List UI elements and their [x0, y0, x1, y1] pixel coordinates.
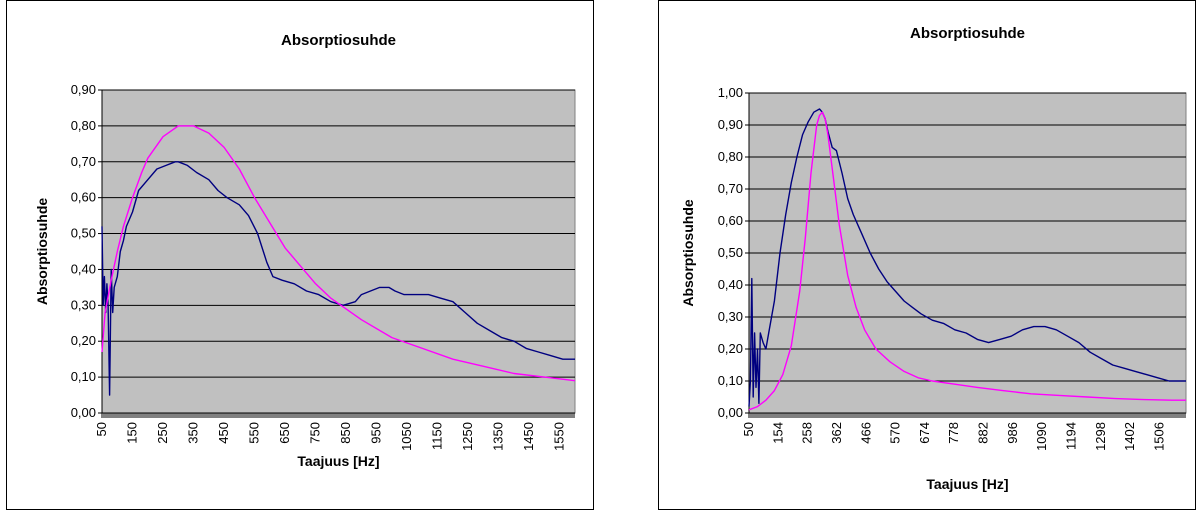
x-tick-label: 986	[1005, 422, 1020, 444]
x-tick-label: 250	[155, 422, 170, 444]
x-tick-label: 258	[800, 422, 815, 444]
x-tick-label: 154	[770, 422, 785, 444]
x-tick-label: 1090	[1034, 422, 1049, 451]
y-tick-label: 0,90	[71, 82, 96, 97]
y-tick-label: 0,40	[71, 261, 96, 276]
x-tick-label: 362	[829, 422, 844, 444]
x-tick-label: 1506	[1151, 422, 1166, 451]
plot-area	[101, 89, 576, 414]
x-tick-label: 1250	[460, 422, 475, 451]
x-tick-label: 674	[917, 422, 932, 444]
series-measured-line	[748, 108, 1186, 407]
x-tick-label: 50	[94, 422, 109, 436]
x-tick-label: 650	[277, 422, 292, 444]
y-tick-label: 0,80	[71, 118, 96, 133]
y-tick-label: 1,00	[718, 85, 743, 100]
chart-left-svg: 0,00 0,10 0,20 0,30 0,40 0,50 0,60 0,70 0,80 0,90…	[34, 32, 576, 469]
x-tick-label: 1298	[1093, 422, 1108, 451]
y-tick-label: 0,80	[718, 149, 743, 164]
x-tick-label: 1550	[552, 422, 567, 451]
y-tick-label: 0,90	[718, 117, 743, 132]
y-tick-label: 0,40	[718, 277, 743, 292]
chart-right: 0,00 0,10 0,20 0,30 0,40 0,50 0,60 0,70 0,80 0,90…	[658, 0, 1196, 510]
x-tick-label: 1150	[430, 422, 445, 450]
chart-title: Absorptiosuhde	[910, 25, 1025, 42]
x-tick-label: 350	[186, 422, 201, 444]
y-tick-label: 0,10	[71, 369, 96, 384]
y-tick-label: 0,20	[718, 341, 743, 356]
series-model-line	[748, 111, 1186, 411]
x-tick-label: 750	[308, 422, 323, 444]
x-tick-label: 778	[946, 422, 961, 444]
x-tick-label: 450	[216, 422, 231, 444]
y-tick-label: 0,30	[71, 297, 96, 312]
chart-right-svg: 0,00 0,10 0,20 0,30 0,40 0,50 0,60 0,70 0,80 0,90…	[680, 25, 1187, 492]
y-tick-label: 0,30	[718, 309, 743, 324]
x-tick-label: 550	[247, 422, 262, 444]
x-tick-label: 1050	[399, 422, 414, 451]
y-tick-label: 0,00	[718, 405, 743, 420]
x-tick-label: 1350	[491, 422, 506, 451]
x-tick-label: 850	[338, 422, 353, 444]
y-tick-label: 0,70	[718, 181, 743, 196]
y-tick-label: 0,60	[71, 190, 96, 205]
x-minor-ticks	[748, 413, 1186, 418]
series-measured-line	[101, 161, 575, 396]
series-model-line	[101, 125, 576, 382]
y-tick-label: 0,60	[718, 213, 743, 228]
x-axis-title: Taajuus [Hz]	[926, 476, 1008, 492]
x-tick-label: 50	[741, 422, 756, 436]
x-tick-label: 1450	[521, 422, 536, 451]
x-axis-title: Taajuus [Hz]	[297, 453, 379, 469]
y-tick-label: 0,50	[71, 226, 96, 241]
y-tick-label: 0,00	[71, 405, 96, 420]
x-tick-label: 950	[369, 422, 384, 444]
x-tick-label: 882	[976, 422, 991, 444]
x-minor-ticks	[101, 413, 575, 418]
y-axis-title: Absorptiosuhde	[34, 198, 50, 306]
x-tick-label: 570	[888, 422, 903, 444]
y-tick-label: 0,70	[71, 154, 96, 169]
x-tick-label: 1194	[1064, 422, 1079, 450]
y-axis-title: Absorptiosuhde	[680, 199, 696, 307]
x-tick-label: 466	[858, 422, 873, 444]
y-tick-label: 0,50	[718, 245, 743, 260]
x-tick-label: 1402	[1122, 422, 1137, 451]
chart-title: Absorptiosuhde	[281, 32, 396, 49]
x-tick-label: 150	[125, 422, 140, 444]
y-tick-label: 0,10	[718, 373, 743, 388]
chart-left: 0,00 0,10 0,20 0,30 0,40 0,50 0,60 0,70 0,80 0,90…	[6, 0, 594, 510]
y-tick-label: 0,20	[71, 333, 96, 348]
